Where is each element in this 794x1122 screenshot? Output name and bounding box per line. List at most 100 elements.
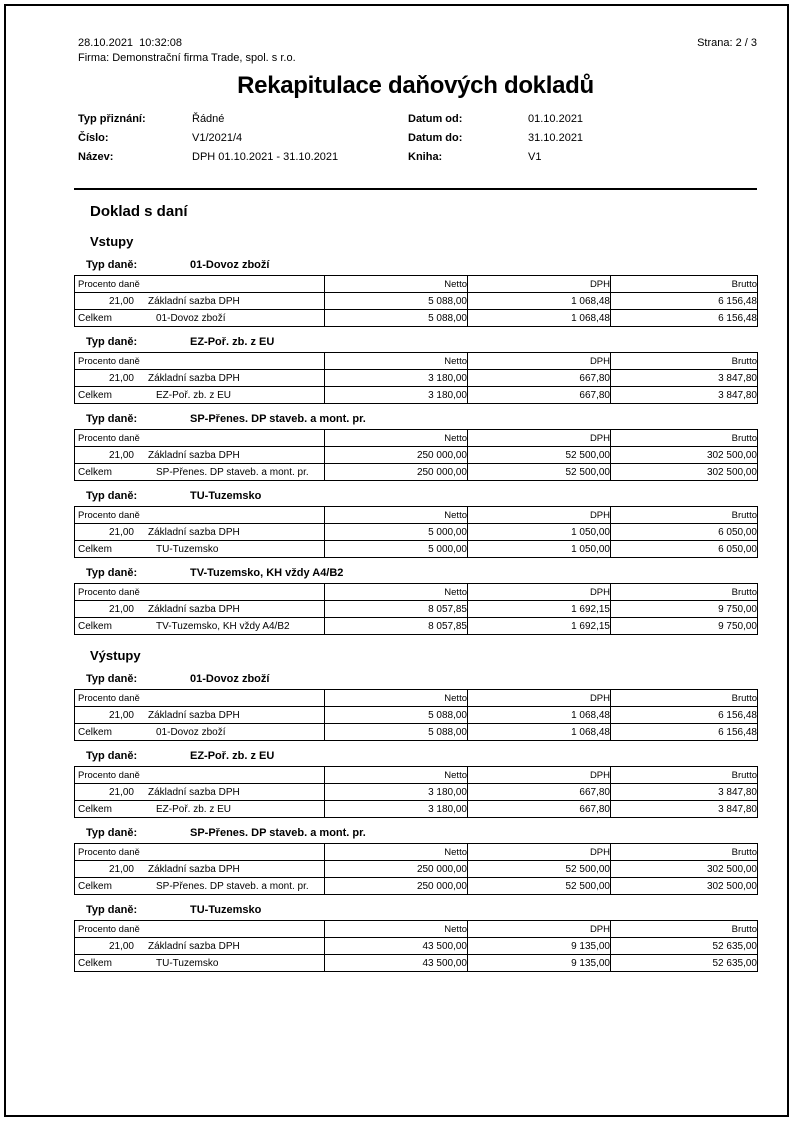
tax-table-header-row: Procento daně Netto DPH Brutto [74, 275, 758, 293]
rate-brutto: 3 847,80 [610, 783, 758, 801]
report-title: Rekapitulace daňových dokladů [237, 72, 594, 99]
total-brutto: 9 750,00 [610, 617, 758, 635]
tax-type-row: Typ daně: SP-Přenes. DP staveb. a mont. … [74, 827, 757, 840]
total-cell: Celkem SP-Přenes. DP staveb. a mont. pr. [74, 463, 325, 481]
column-header-percent-label: Procento daně [78, 923, 140, 935]
rate-cell: 21,00 Základní sazba DPH [74, 706, 325, 724]
column-header-brutto: Brutto [610, 506, 758, 524]
rate-dph: 667,80 [467, 369, 611, 387]
rate-name: Základní sazba DPH [148, 786, 240, 798]
total-brutto: 302 500,00 [610, 463, 758, 481]
tax-block: Typ daně: SP-Přenes. DP staveb. a mont. … [74, 827, 758, 895]
total-cell: Celkem TU-Tuzemsko [74, 540, 325, 558]
tax-rate-row: 21,00 Základní sazba DPH 43 500,00 9 135… [74, 937, 758, 955]
rate-name: Základní sazba DPH [148, 863, 240, 875]
tax-table: Procento daně Netto DPH Brutto 21,00 Zák… [74, 275, 758, 327]
rate-percent: 21,00 [108, 786, 134, 798]
total-name: TU-Tuzemsko [156, 957, 219, 969]
rate-cell: 21,00 Základní sazba DPH [74, 937, 325, 955]
total-label: Celkem [78, 312, 112, 324]
rate-percent: 21,00 [108, 295, 134, 307]
rate-cell: 21,00 Základní sazba DPH [74, 600, 325, 618]
tax-type-name: 01-Dovoz zboží [190, 259, 270, 271]
total-cell: Celkem 01-Dovoz zboží [74, 309, 325, 327]
total-name: TV-Tuzemsko, KH vždy A4/B2 [156, 620, 290, 632]
tax-type-name: TU-Tuzemsko [190, 490, 262, 502]
column-header-netto: Netto [324, 352, 468, 370]
column-header-percent-label: Procento daně [78, 278, 140, 290]
tax-type-row: Typ daně: SP-Přenes. DP staveb. a mont. … [74, 413, 757, 426]
total-dph: 9 135,00 [467, 954, 611, 972]
total-dph: 52 500,00 [467, 877, 611, 895]
tax-table: Procento daně Netto DPH Brutto 21,00 Zák… [74, 843, 758, 895]
total-label: Celkem [78, 957, 112, 969]
total-dph: 1 068,48 [467, 309, 611, 327]
total-netto: 250 000,00 [324, 877, 468, 895]
meta-row: Název: DPH 01.10.2021 - 31.10.2021 Kniha… [74, 148, 757, 167]
column-header-dph: DPH [467, 766, 611, 784]
column-header-brutto: Brutto [610, 429, 758, 447]
tax-type-name: SP-Přenes. DP staveb. a mont. pr. [190, 827, 366, 839]
tax-type-label: Typ daně: [86, 567, 138, 579]
column-header-percent: Procento daně [74, 766, 325, 784]
total-brutto: 3 847,80 [610, 386, 758, 404]
tax-total-row: Celkem TU-Tuzemsko 5 000,00 1 050,00 6 0… [74, 540, 758, 558]
section-title: Doklad s daní [90, 203, 188, 220]
tax-total-row: Celkem EZ-Poř. zb. z EU 3 180,00 667,80 … [74, 386, 758, 404]
column-header-percent-label: Procento daně [78, 355, 140, 367]
tax-type-label: Typ daně: [86, 259, 138, 271]
rate-name: Základní sazba DPH [148, 295, 240, 307]
page-number: Strana: 2 / 3 [697, 37, 757, 49]
meta-label-kniha: Kniha: [408, 151, 443, 163]
column-header-percent: Procento daně [74, 920, 325, 938]
column-header-dph: DPH [467, 352, 611, 370]
total-cell: Celkem TV-Tuzemsko, KH vždy A4/B2 [74, 617, 325, 635]
total-dph: 52 500,00 [467, 463, 611, 481]
rate-percent: 21,00 [108, 526, 134, 538]
tax-type-label: Typ daně: [86, 827, 138, 839]
meta-label-datum-do: Datum do: [408, 132, 463, 144]
rate-netto: 250 000,00 [324, 446, 468, 464]
rate-netto: 5 000,00 [324, 523, 468, 541]
total-name: SP-Přenes. DP staveb. a mont. pr. [156, 466, 309, 478]
column-header-netto: Netto [324, 843, 468, 861]
meta-label-nazev: Název: [78, 151, 114, 163]
rate-name: Základní sazba DPH [148, 449, 240, 461]
total-name: 01-Dovoz zboží [156, 726, 226, 738]
tax-block: Typ daně: SP-Přenes. DP staveb. a mont. … [74, 413, 758, 481]
column-header-dph: DPH [467, 920, 611, 938]
total-netto: 3 180,00 [324, 800, 468, 818]
total-name: EZ-Poř. zb. z EU [156, 803, 232, 815]
column-header-dph: DPH [467, 506, 611, 524]
column-header-percent: Procento daně [74, 352, 325, 370]
group-heading: Vstupy [90, 234, 134, 249]
rate-percent: 21,00 [108, 603, 134, 615]
report-header-row: 28.10.2021 10:32:08 Strana: 2 / 3 [74, 36, 757, 51]
group-heading: Výstupy [90, 648, 141, 663]
tax-type-row: Typ daně: 01-Dovoz zboží [74, 673, 757, 686]
tax-type-label: Typ daně: [86, 673, 138, 685]
rate-brutto: 3 847,80 [610, 369, 758, 387]
tax-type-label: Typ daně: [86, 413, 138, 425]
column-header-dph: DPH [467, 429, 611, 447]
meta-value-typ-priznani: Řádné [192, 113, 225, 125]
rate-cell: 21,00 Základní sazba DPH [74, 860, 325, 878]
tax-type-name: TU-Tuzemsko [190, 904, 262, 916]
rate-cell: 21,00 Základní sazba DPH [74, 446, 325, 464]
total-netto: 43 500,00 [324, 954, 468, 972]
rate-netto: 5 088,00 [324, 706, 468, 724]
rate-percent: 21,00 [108, 863, 134, 875]
rate-netto: 250 000,00 [324, 860, 468, 878]
total-name: EZ-Poř. zb. z EU [156, 389, 232, 401]
column-header-percent: Procento daně [74, 275, 325, 293]
column-header-netto: Netto [324, 920, 468, 938]
rate-netto: 43 500,00 [324, 937, 468, 955]
column-header-dph: DPH [467, 275, 611, 293]
total-label: Celkem [78, 803, 112, 815]
tax-type-name: EZ-Poř. zb. z EU [190, 336, 275, 348]
rate-percent: 21,00 [108, 372, 134, 384]
tax-rate-row: 21,00 Základní sazba DPH 250 000,00 52 5… [74, 446, 758, 464]
rate-netto: 8 057,85 [324, 600, 468, 618]
total-netto: 5 000,00 [324, 540, 468, 558]
tax-groups: Vstupy Typ daně: 01-Dovoz zboží Procento… [74, 234, 758, 972]
